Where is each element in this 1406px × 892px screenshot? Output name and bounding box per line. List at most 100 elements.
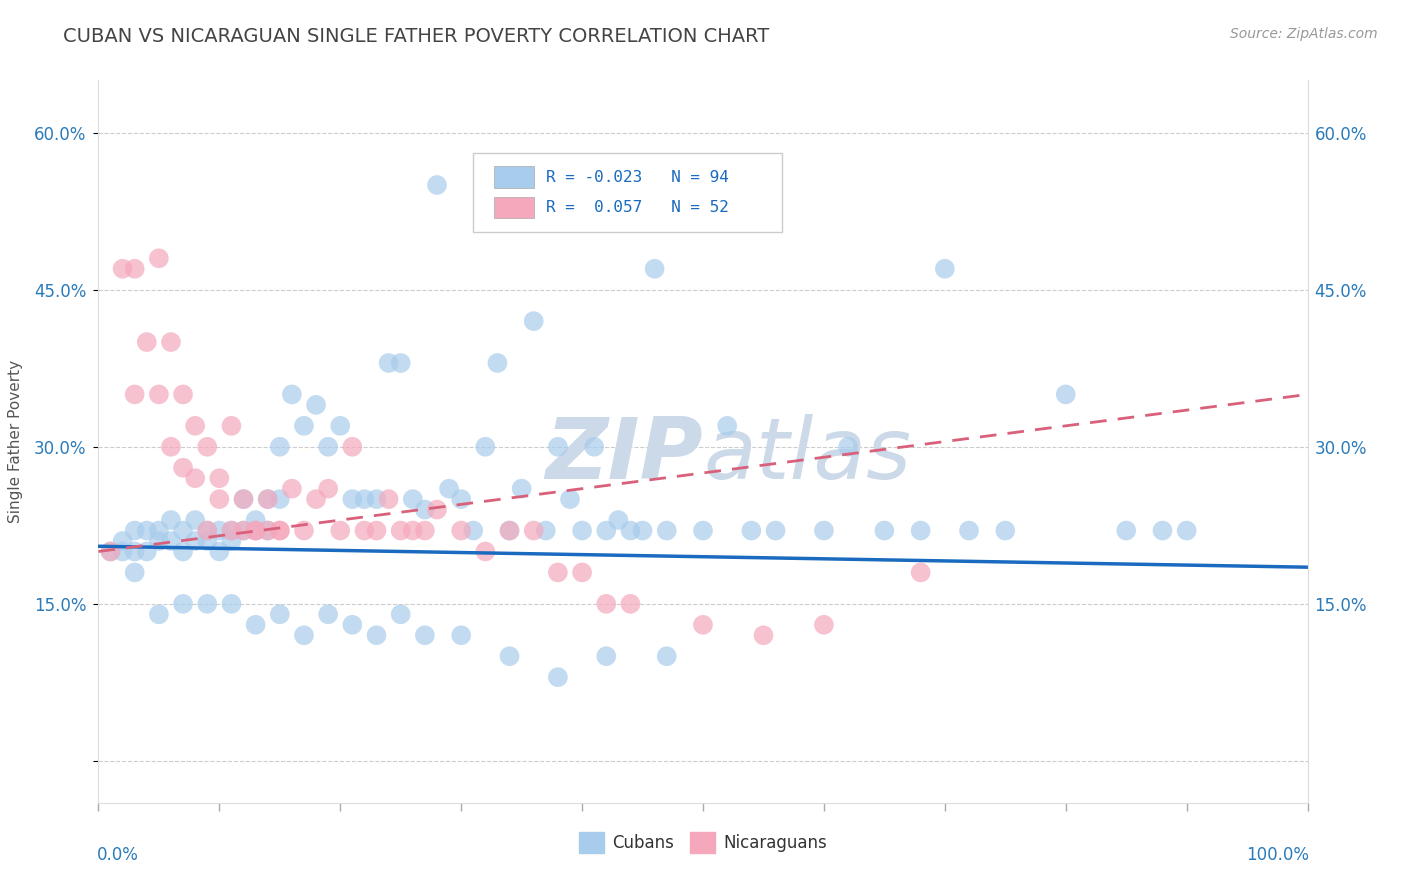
- Point: [316, 440, 339, 454]
- Point: [523, 524, 546, 538]
- Point: [692, 524, 714, 538]
- Text: 100.0%: 100.0%: [1246, 847, 1309, 864]
- Point: [595, 597, 617, 611]
- Point: [437, 482, 460, 496]
- Point: [172, 460, 194, 475]
- Point: [402, 492, 425, 507]
- Point: [269, 607, 291, 622]
- Point: [463, 524, 485, 538]
- Point: [534, 524, 557, 538]
- Point: [305, 492, 328, 507]
- Point: [474, 440, 496, 454]
- Point: [402, 524, 425, 538]
- Text: 0.0%: 0.0%: [97, 847, 139, 864]
- Point: [752, 628, 775, 642]
- Point: [342, 492, 364, 507]
- Point: [957, 524, 980, 538]
- Point: [135, 334, 157, 349]
- Text: CUBAN VS NICARAGUAN SINGLE FATHER POVERTY CORRELATION CHART: CUBAN VS NICARAGUAN SINGLE FATHER POVERT…: [63, 27, 769, 45]
- Point: [389, 524, 412, 538]
- Point: [837, 440, 859, 454]
- Point: [208, 524, 231, 538]
- Point: [450, 628, 472, 642]
- Point: [413, 502, 436, 516]
- Point: [245, 524, 267, 538]
- Point: [100, 544, 122, 558]
- Point: [716, 418, 738, 433]
- Point: [498, 524, 520, 538]
- Point: [571, 566, 593, 580]
- Point: [195, 524, 218, 538]
- Point: [221, 597, 243, 611]
- Point: [172, 544, 194, 558]
- Point: [692, 617, 714, 632]
- Point: [269, 524, 291, 538]
- Point: [910, 524, 932, 538]
- Y-axis label: Single Father Poverty: Single Father Poverty: [8, 360, 22, 523]
- Point: [486, 356, 509, 370]
- Point: [547, 440, 569, 454]
- Point: [281, 387, 304, 401]
- Point: [631, 524, 654, 538]
- Point: [135, 524, 157, 538]
- Legend: Cubans, Nicaraguans: Cubans, Nicaraguans: [572, 826, 834, 860]
- Point: [232, 524, 254, 538]
- Point: [595, 649, 617, 664]
- Point: [269, 524, 291, 538]
- Point: [184, 513, 207, 527]
- Point: [245, 513, 267, 527]
- Point: [195, 534, 218, 549]
- Point: [1175, 524, 1198, 538]
- Point: [342, 617, 364, 632]
- Point: [124, 387, 146, 401]
- Point: [389, 607, 412, 622]
- Point: [124, 524, 146, 538]
- Text: atlas: atlas: [703, 415, 911, 498]
- Point: [1115, 524, 1137, 538]
- Text: ZIP: ZIP: [546, 415, 703, 498]
- Point: [644, 261, 666, 276]
- Point: [208, 544, 231, 558]
- Point: [583, 440, 606, 454]
- Point: [910, 566, 932, 580]
- Point: [655, 649, 678, 664]
- Point: [413, 524, 436, 538]
- Point: [124, 261, 146, 276]
- Point: [184, 471, 207, 485]
- Point: [256, 524, 278, 538]
- Point: [366, 524, 388, 538]
- Point: [316, 607, 339, 622]
- Point: [450, 524, 472, 538]
- Point: [160, 513, 183, 527]
- Text: Source: ZipAtlas.com: Source: ZipAtlas.com: [1230, 27, 1378, 41]
- Point: [498, 649, 520, 664]
- Point: [426, 502, 449, 516]
- Point: [184, 418, 207, 433]
- Point: [292, 628, 315, 642]
- Text: R = -0.023   N = 94: R = -0.023 N = 94: [546, 169, 728, 185]
- FancyBboxPatch shape: [494, 166, 534, 188]
- Point: [413, 628, 436, 642]
- Point: [571, 524, 593, 538]
- Point: [148, 607, 170, 622]
- Point: [547, 670, 569, 684]
- Point: [135, 544, 157, 558]
- Point: [366, 492, 388, 507]
- Point: [245, 524, 267, 538]
- Point: [305, 398, 328, 412]
- Point: [1054, 387, 1077, 401]
- Point: [111, 544, 134, 558]
- Point: [232, 492, 254, 507]
- Point: [474, 544, 496, 558]
- Point: [256, 492, 278, 507]
- Point: [221, 524, 243, 538]
- Point: [208, 471, 231, 485]
- Point: [148, 387, 170, 401]
- Point: [329, 418, 352, 433]
- Point: [245, 617, 267, 632]
- Point: [221, 534, 243, 549]
- Point: [195, 440, 218, 454]
- Point: [111, 534, 134, 549]
- Point: [994, 524, 1017, 538]
- Point: [160, 440, 183, 454]
